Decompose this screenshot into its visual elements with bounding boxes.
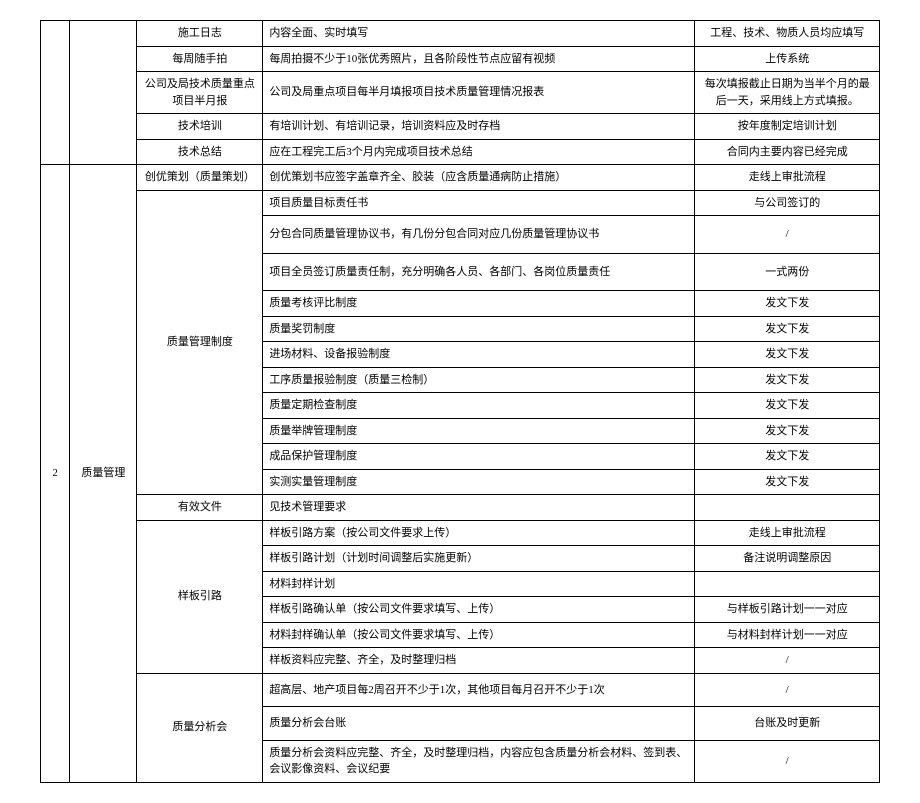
table-row: 质量分析会 超高层、地产项目每2周召开不少于1次，其他项目每月召开不少于1次 / — [41, 673, 880, 707]
table-row: 有效文件 见技术管理要求 — [41, 495, 880, 521]
cell-note: 与材料封样计划一一对应 — [695, 622, 880, 648]
cell-note: 按年度制定培训计划 — [695, 114, 880, 140]
cell-item: 材料封样计划 — [263, 571, 695, 597]
cell-item: 质量定期检查制度 — [263, 393, 695, 419]
cell-group: 质量分析会 — [137, 673, 263, 782]
cell-note: 走线上审批流程 — [695, 165, 880, 191]
cell-note: 台账及时更新 — [695, 707, 880, 741]
cell-note: / — [695, 648, 880, 674]
cell-note: 每次填报截止日期为当半个月的最后一天，采用线上方式填报。 — [695, 72, 880, 114]
cell-note — [695, 495, 880, 521]
cell-item: 成品保护管理制度 — [263, 444, 695, 470]
cell-item: 质量奖罚制度 — [263, 316, 695, 342]
cell-note: 发文下发 — [695, 469, 880, 495]
cell-item: 质量考核评比制度 — [263, 291, 695, 317]
table-row: 公司及局技术质量重点项目半月报 公司及局重点项目每半月填报项目技术质量管理情况报… — [41, 72, 880, 114]
cell-group: 样板引路 — [137, 520, 263, 673]
cell-item: 样板引路确认单（按公司文件要求填写、上传） — [263, 597, 695, 623]
table-row: 技术总结 应在工程完工后3个月内完成项目技术总结 合同内主要内容已经完成 — [41, 139, 880, 165]
spec-table: 施工日志 内容全面、实时填写 工程、技术、物质人员均应填写 每周随手拍 每周拍摄… — [40, 20, 880, 783]
table-row: 2 质量管理 创优策划（质量策划） 创优策划书应签字盖章齐全、胶装（应含质量通病… — [41, 165, 880, 191]
table-row: 样板引路 样板引路方案（按公司文件要求上传） 走线上审批流程 — [41, 520, 880, 546]
cell-note: 发文下发 — [695, 291, 880, 317]
cell-note: / — [695, 216, 880, 254]
cell-group: 技术总结 — [137, 139, 263, 165]
table-row: 每周随手拍 每周拍摄不少于10张优秀照片，且各阶段性节点应留有视频 上传系统 — [41, 46, 880, 72]
cell-group: 技术培训 — [137, 114, 263, 140]
cell-note: 发文下发 — [695, 393, 880, 419]
cell-item: 进场材料、设备报验制度 — [263, 342, 695, 368]
cell-item: 质量分析会资料应完整、齐全，及时整理归档，内容应包含质量分析会材料、签到表、会议… — [263, 740, 695, 782]
cell-note: 发文下发 — [695, 316, 880, 342]
cell-item: 有培训计划、有培训记录，培训资料应及时存档 — [263, 114, 695, 140]
cell-item: 公司及局重点项目每半月填报项目技术质量管理情况报表 — [263, 72, 695, 114]
cell-item: 样板引路方案（按公司文件要求上传） — [263, 520, 695, 546]
cell-group: 施工日志 — [137, 21, 263, 47]
cell-module: 质量管理 — [70, 165, 137, 783]
cell-item: 内容全面、实时填写 — [263, 21, 695, 47]
cell-group: 每周随手拍 — [137, 46, 263, 72]
cell-item: 材料封样确认单（按公司文件要求填写、上传） — [263, 622, 695, 648]
cell-group: 质量管理制度 — [137, 190, 263, 495]
table-row: 施工日志 内容全面、实时填写 工程、技术、物质人员均应填写 — [41, 21, 880, 47]
cell-item: 分包合同质量管理协议书，有几份分包合同对应几份质量管理协议书 — [263, 216, 695, 254]
cell-note: 发文下发 — [695, 418, 880, 444]
cell-item: 见技术管理要求 — [263, 495, 695, 521]
cell-item: 工序质量报验制度（质量三检制） — [263, 367, 695, 393]
cell-note: 合同内主要内容已经完成 — [695, 139, 880, 165]
cell-note: 一式两份 — [695, 253, 880, 291]
cell-module-empty — [70, 21, 137, 165]
cell-item: 超高层、地产项目每2周召开不少于1次，其他项目每月召开不少于1次 — [263, 673, 695, 707]
cell-note: 发文下发 — [695, 367, 880, 393]
cell-item: 每周拍摄不少于10张优秀照片，且各阶段性节点应留有视频 — [263, 46, 695, 72]
cell-item: 创优策划书应签字盖章齐全、胶装（应含质量通病防止措施） — [263, 165, 695, 191]
cell-note: 与样板引路计划一一对应 — [695, 597, 880, 623]
cell-note: 与公司签订的 — [695, 190, 880, 216]
cell-item: 质量分析会台账 — [263, 707, 695, 741]
cell-group: 创优策划（质量策划） — [137, 165, 263, 191]
cell-note — [695, 571, 880, 597]
cell-item: 项目全员签订质量责任制，充分明确各人员、各部门、各岗位质量责任 — [263, 253, 695, 291]
cell-note: 发文下发 — [695, 342, 880, 368]
cell-item: 应在工程完工后3个月内完成项目技术总结 — [263, 139, 695, 165]
cell-note: 发文下发 — [695, 444, 880, 470]
cell-note: 备注说明调整原因 — [695, 546, 880, 572]
cell-item: 实测实量管理制度 — [263, 469, 695, 495]
cell-item: 样板资料应完整、齐全，及时整理归档 — [263, 648, 695, 674]
cell-note: 工程、技术、物质人员均应填写 — [695, 21, 880, 47]
table-row: 质量管理制度 项目质量目标责任书 与公司签订的 — [41, 190, 880, 216]
table-row: 技术培训 有培训计划、有培训记录，培训资料应及时存档 按年度制定培训计划 — [41, 114, 880, 140]
cell-index: 2 — [41, 165, 70, 783]
cell-item: 质量举牌管理制度 — [263, 418, 695, 444]
cell-item: 样板引路计划（计划时间调整后实施更新） — [263, 546, 695, 572]
cell-group: 有效文件 — [137, 495, 263, 521]
cell-note: 走线上审批流程 — [695, 520, 880, 546]
cell-group: 公司及局技术质量重点项目半月报 — [137, 72, 263, 114]
cell-index-empty — [41, 21, 70, 165]
cell-note: 上传系统 — [695, 46, 880, 72]
cell-note: / — [695, 673, 880, 707]
cell-item: 项目质量目标责任书 — [263, 190, 695, 216]
cell-note: / — [695, 740, 880, 782]
